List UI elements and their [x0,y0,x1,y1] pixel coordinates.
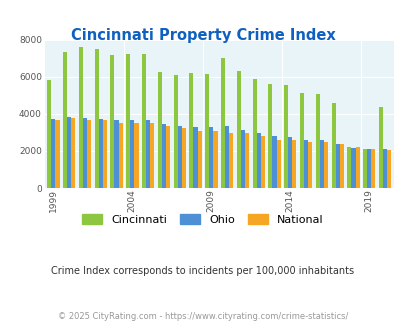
Bar [240,130,244,188]
Bar [284,85,288,188]
Bar [252,79,256,188]
Bar [126,54,130,188]
Bar [166,126,170,188]
Bar [268,84,272,188]
Text: Crime Index corresponds to incidents per 100,000 inhabitants: Crime Index corresponds to incidents per… [51,266,354,276]
Bar [134,123,138,188]
Bar [319,140,323,188]
Bar [209,127,213,188]
Legend: Cincinnati, Ohio, National: Cincinnati, Ohio, National [78,210,327,229]
Bar [55,120,60,188]
Bar [162,123,166,188]
Bar [229,133,233,188]
Bar [371,149,375,188]
Bar [83,117,87,188]
Bar [114,120,118,188]
Bar [197,131,201,188]
Bar [47,80,51,188]
Bar [67,116,71,188]
Bar [382,149,386,188]
Bar [224,126,229,188]
Bar [351,148,355,188]
Bar [98,119,102,188]
Bar [177,126,181,188]
Bar [158,72,162,188]
Text: Cincinnati Property Crime Index: Cincinnati Property Crime Index [70,28,335,43]
Bar [51,119,55,188]
Bar [323,142,327,188]
Bar [303,140,307,188]
Bar [71,118,75,188]
Bar [213,131,217,188]
Bar [276,140,280,188]
Bar [386,150,390,188]
Bar [367,149,371,188]
Bar [220,58,224,188]
Bar [205,74,209,188]
Bar [256,133,260,188]
Bar [335,144,339,188]
Bar [94,49,98,188]
Bar [299,92,303,188]
Bar [130,120,134,188]
Bar [102,120,107,188]
Bar [288,137,292,188]
Bar [142,53,146,188]
Bar [292,140,296,188]
Bar [193,127,197,188]
Bar [355,147,359,188]
Bar [362,149,367,188]
Bar [79,47,83,188]
Bar [272,136,276,188]
Bar [236,71,240,188]
Bar [244,133,249,188]
Text: © 2025 CityRating.com - https://www.cityrating.com/crime-statistics/: © 2025 CityRating.com - https://www.city… [58,312,347,321]
Bar [260,136,264,188]
Bar [110,55,114,188]
Bar [339,144,343,188]
Bar [150,123,154,188]
Bar [87,120,91,188]
Bar [347,147,351,188]
Bar [63,52,67,188]
Bar [331,103,335,188]
Bar [181,128,185,188]
Bar [315,94,319,188]
Bar [146,120,150,188]
Bar [189,73,193,188]
Bar [118,123,122,188]
Bar [173,75,177,188]
Bar [307,142,311,188]
Bar [378,107,382,188]
